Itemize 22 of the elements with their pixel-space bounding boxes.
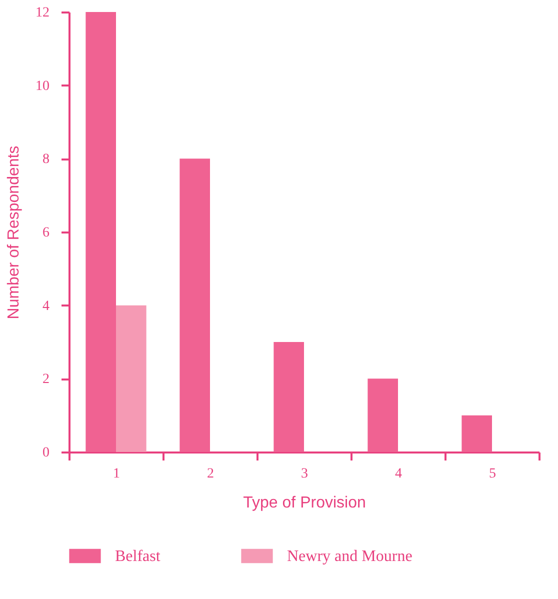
y-tick-label: 0 <box>42 446 50 460</box>
x-tick-label: 1 <box>113 466 120 482</box>
y-tick-label: 2 <box>42 372 50 388</box>
x-tick-label: 4 <box>395 466 402 482</box>
bar <box>462 415 492 452</box>
y-tick-label: 4 <box>42 298 50 314</box>
y-tick-label: 10 <box>36 78 50 94</box>
x-axis-title: Type of Provision <box>243 494 366 512</box>
bar <box>180 158 210 452</box>
x-tick-label: 3 <box>301 466 308 482</box>
legend-label: Newry and Mourne <box>287 548 412 565</box>
bar <box>274 342 304 452</box>
bar <box>368 378 398 452</box>
y-tick-label: 8 <box>42 152 50 168</box>
y-axis-title: Number of Respondents <box>6 146 22 320</box>
x-tick-label: 2 <box>207 466 214 482</box>
bar <box>116 305 146 452</box>
y-tick-label: 6 <box>42 226 50 240</box>
y-tick-label: 12 <box>36 6 50 20</box>
legend-label: Belfast <box>115 548 161 565</box>
bar <box>86 12 116 452</box>
x-tick-label: 5 <box>489 466 496 482</box>
